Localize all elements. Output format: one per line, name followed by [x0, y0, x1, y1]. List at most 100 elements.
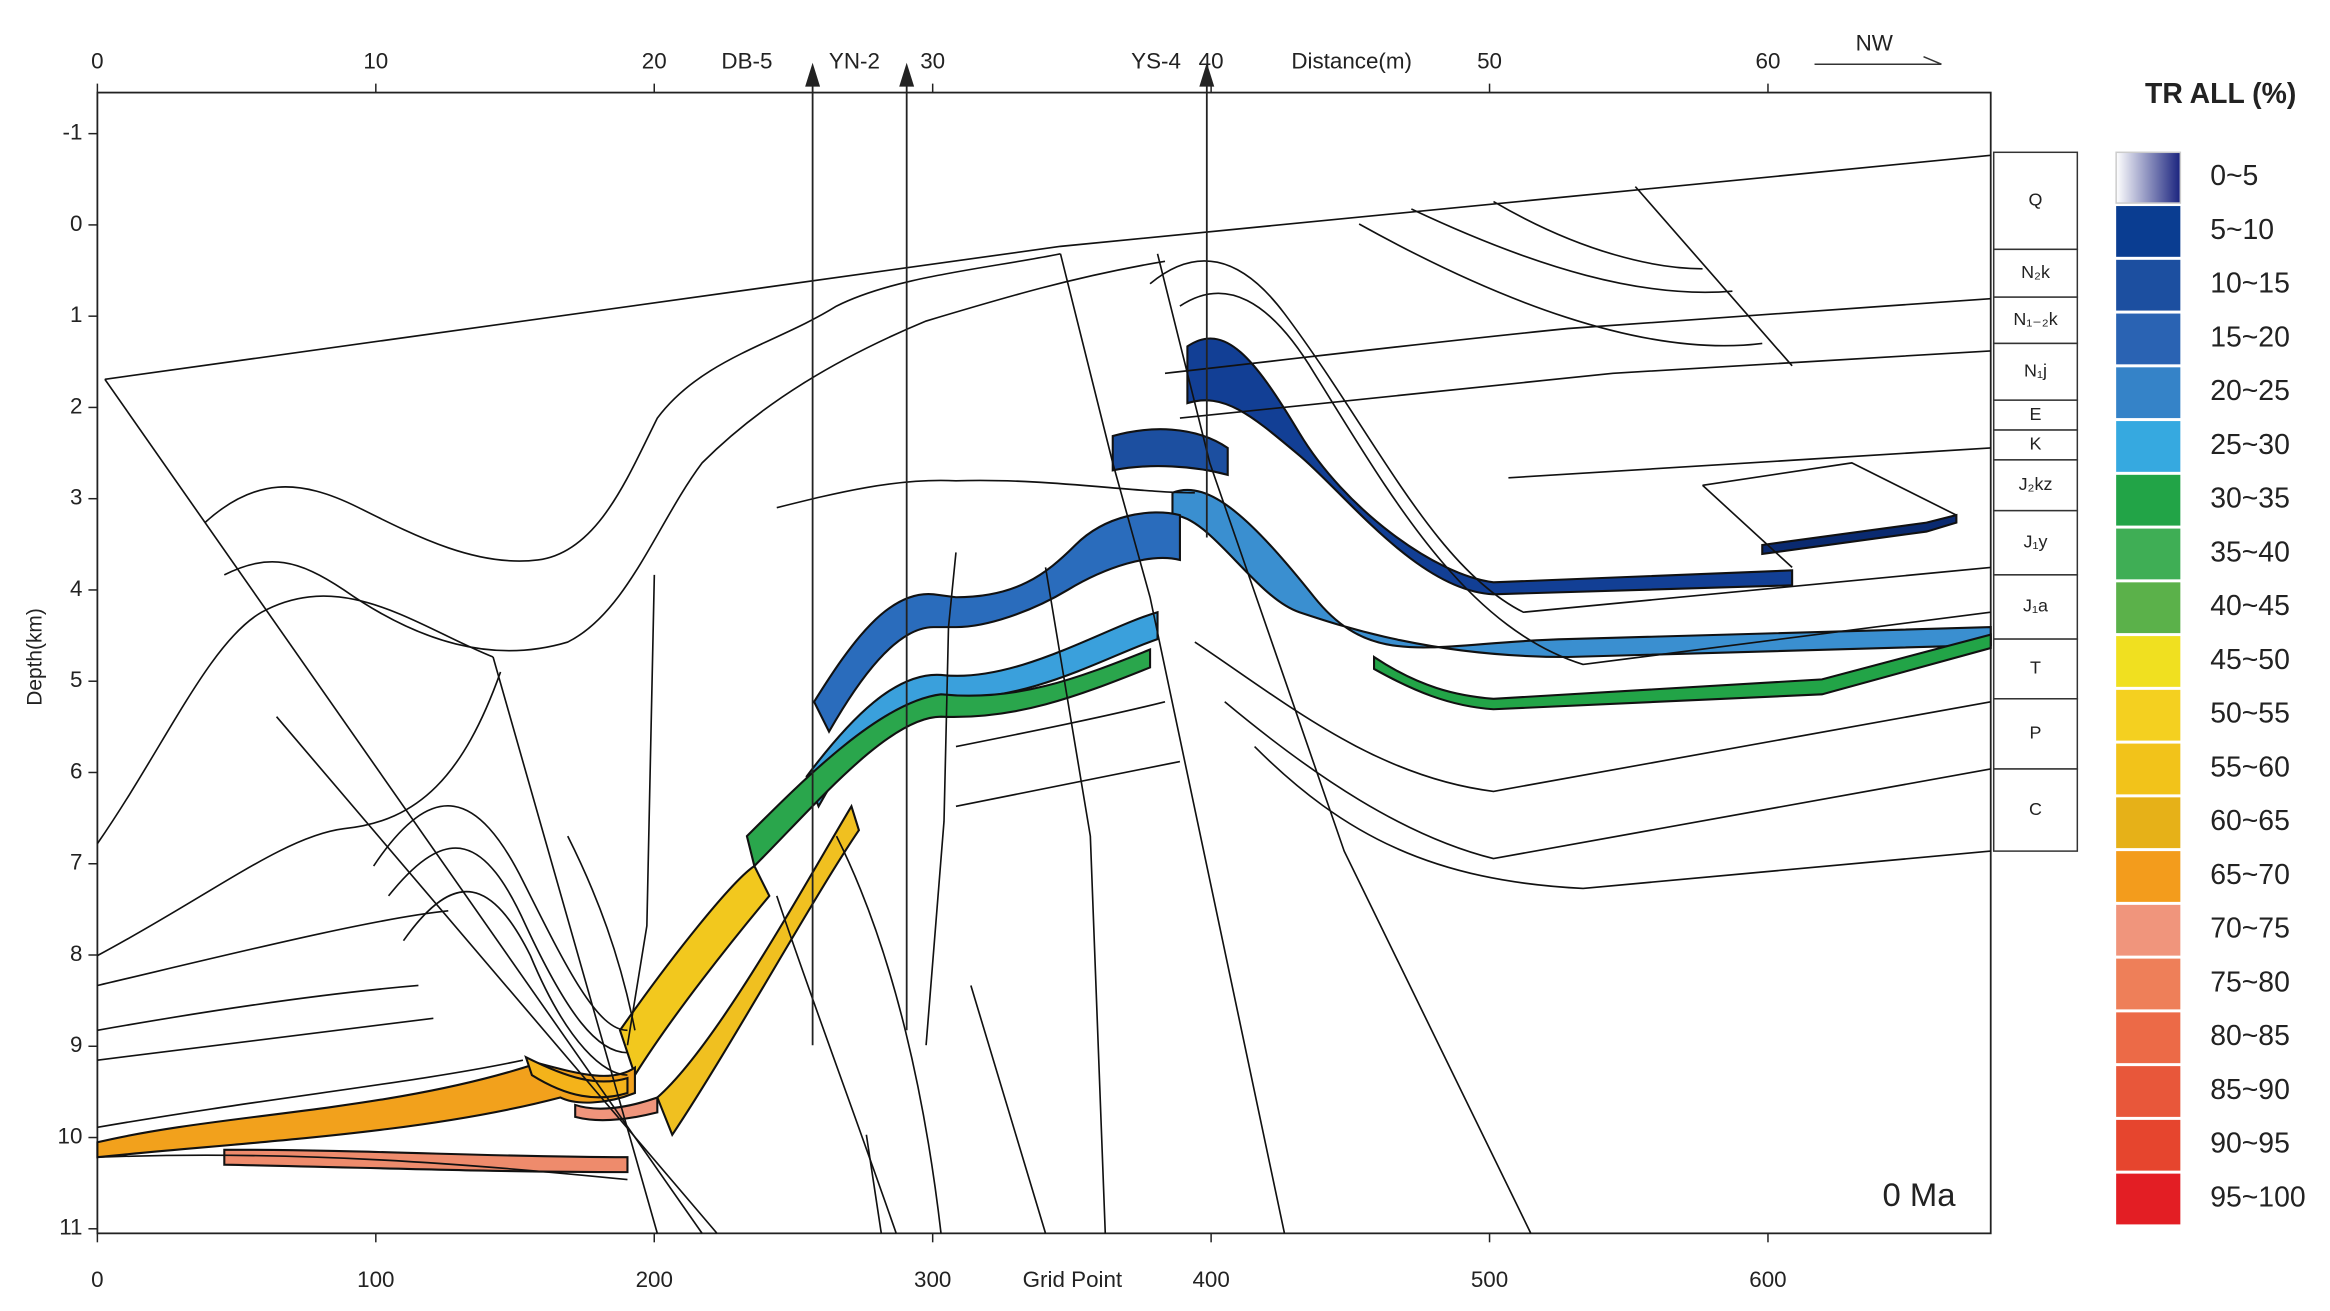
left-tick-label: 2 [70, 393, 82, 418]
well-arrow [1199, 62, 1215, 87]
legend-swatch [2116, 636, 2181, 687]
time-label: 0 Ma [1883, 1176, 1957, 1213]
legend-label: 50~55 [2210, 698, 2290, 730]
legend-swatch [2116, 1119, 2181, 1171]
legend-swatch [2116, 528, 2181, 580]
legend-label: 80~85 [2210, 1020, 2290, 1052]
legend-swatch [2116, 259, 2181, 311]
left-tick-label: 3 [70, 485, 82, 510]
legend-label: 5~10 [2210, 214, 2274, 246]
legend-label: 70~75 [2210, 913, 2290, 945]
left-tick-label: 1 [70, 302, 82, 327]
legend-label: 0~5 [2210, 160, 2258, 192]
well-label: YN-2 [829, 49, 880, 74]
stratum-box [1992, 638, 2079, 700]
stratum-label: N₁₋₂k [2013, 309, 2057, 329]
stratum-box [1992, 248, 2079, 298]
stratum-box [1992, 459, 2079, 512]
stratum-label: Q [2029, 190, 2043, 210]
legend-label: 35~40 [2210, 536, 2290, 568]
left-tick-label: -1 [63, 120, 83, 145]
top-tick-label: 10 [363, 49, 388, 74]
direction-arrow [1814, 56, 1942, 65]
legend-label: 40~45 [2210, 590, 2290, 622]
legend-label: 15~20 [2210, 321, 2290, 353]
bottom-tick-label: 0 [91, 1267, 103, 1292]
wells: DB-5 YN-2 YS-4 [721, 49, 1215, 1046]
well-label: DB-5 [721, 49, 772, 74]
stratum-box [1992, 342, 2079, 401]
legend-label: 75~80 [2210, 966, 2290, 998]
left-tick-label: 6 [70, 758, 82, 783]
legend-swatch [2116, 689, 2181, 741]
legend-swatch [2116, 904, 2181, 956]
bottom-tick-label: 400 [1192, 1267, 1229, 1292]
legend-swatch [2116, 582, 2181, 634]
legend-label: 85~90 [2210, 1074, 2290, 1106]
stratum-label: K [2030, 434, 2042, 454]
legend-swatch [2116, 1012, 2181, 1064]
legend-label: 65~70 [2210, 859, 2290, 891]
stratum-label: C [2029, 799, 2042, 819]
stratum-box [1992, 509, 2079, 576]
stratum-label: N₂k [2021, 262, 2050, 282]
left-tick-label: 0 [70, 211, 82, 236]
bottom-axis-label: Grid Point [1023, 1267, 1123, 1292]
legend-label: 55~60 [2210, 751, 2290, 783]
bottom-tick-label: 500 [1471, 1267, 1508, 1292]
strata-column: Q N₂k N₁₋₂k N₁j EK J₂kz J₁y J₁a T P C [1992, 151, 2079, 852]
legend-label: 95~100 [2210, 1182, 2305, 1214]
top-axis-label: Distance(m) [1291, 49, 1412, 74]
legend-swatch [2116, 797, 2181, 849]
stratum-label: J₂kz [2019, 474, 2053, 494]
legend-label: 20~25 [2210, 375, 2290, 407]
stratum-box [1992, 429, 2079, 461]
well-arrow [805, 62, 821, 87]
legend-swatch [2115, 151, 2182, 204]
stratum-label: J₁a [2023, 596, 2048, 616]
left-tick-label: 7 [70, 850, 82, 875]
legend: TR ALL (%) 0~5 5~10 10~15 15~20 20~25 25~30 30~… [2115, 78, 2306, 1225]
stratum-label: J₁y [2024, 532, 2048, 552]
left-tick-label: 5 [70, 667, 82, 692]
left-tick-label: 11 [59, 1215, 82, 1240]
legend-swatch [2116, 367, 2181, 419]
top-tick-label: 40 [1199, 49, 1224, 74]
left-tick-label: 10 [58, 1123, 83, 1148]
top-tick-label: 30 [920, 49, 945, 74]
well-label: YS-4 [1131, 49, 1181, 74]
top-tick-label: 0 [91, 49, 103, 74]
left-tick-label: 9 [70, 1032, 82, 1057]
legend-title: TR ALL (%) [2145, 78, 2296, 110]
legend-swatch [2116, 421, 2181, 472]
stratum-box [1992, 296, 2079, 345]
well-arrow [899, 62, 915, 87]
left-axis-label: Depth(km) [24, 608, 47, 706]
axes: 0 10 20 30 40 50 600 100 200 300 400 500 600-1012345… [58, 49, 1787, 1292]
stratum-label: T [2030, 658, 2041, 678]
left-tick-label: 8 [70, 941, 82, 966]
top-tick-label: 50 [1477, 49, 1502, 74]
legend-label: 90~95 [2210, 1128, 2290, 1160]
direction-label: NW [1856, 31, 1894, 56]
legend-label: 25~30 [2210, 429, 2290, 461]
legend-swatch [2116, 313, 2181, 365]
stratum-label: N₁j [2024, 361, 2047, 381]
legend-label: 45~50 [2210, 644, 2290, 676]
bottom-tick-label: 300 [914, 1267, 951, 1292]
bottom-tick-label: 600 [1749, 1267, 1786, 1292]
stratum-label: P [2030, 723, 2042, 743]
legend-swatch [2116, 958, 2181, 1010]
legend-label: 30~35 [2210, 483, 2290, 515]
legend-label: 60~65 [2210, 805, 2290, 837]
legend-swatch [2116, 851, 2181, 902]
legend-label: 10~15 [2210, 268, 2290, 300]
bottom-tick-label: 200 [636, 1267, 673, 1292]
legend-swatch [2116, 1173, 2181, 1225]
horizons [96, 154, 1991, 1234]
legend-swatch [2116, 206, 2181, 257]
stratum-box [1992, 768, 2079, 852]
left-tick-label: 4 [70, 576, 82, 601]
